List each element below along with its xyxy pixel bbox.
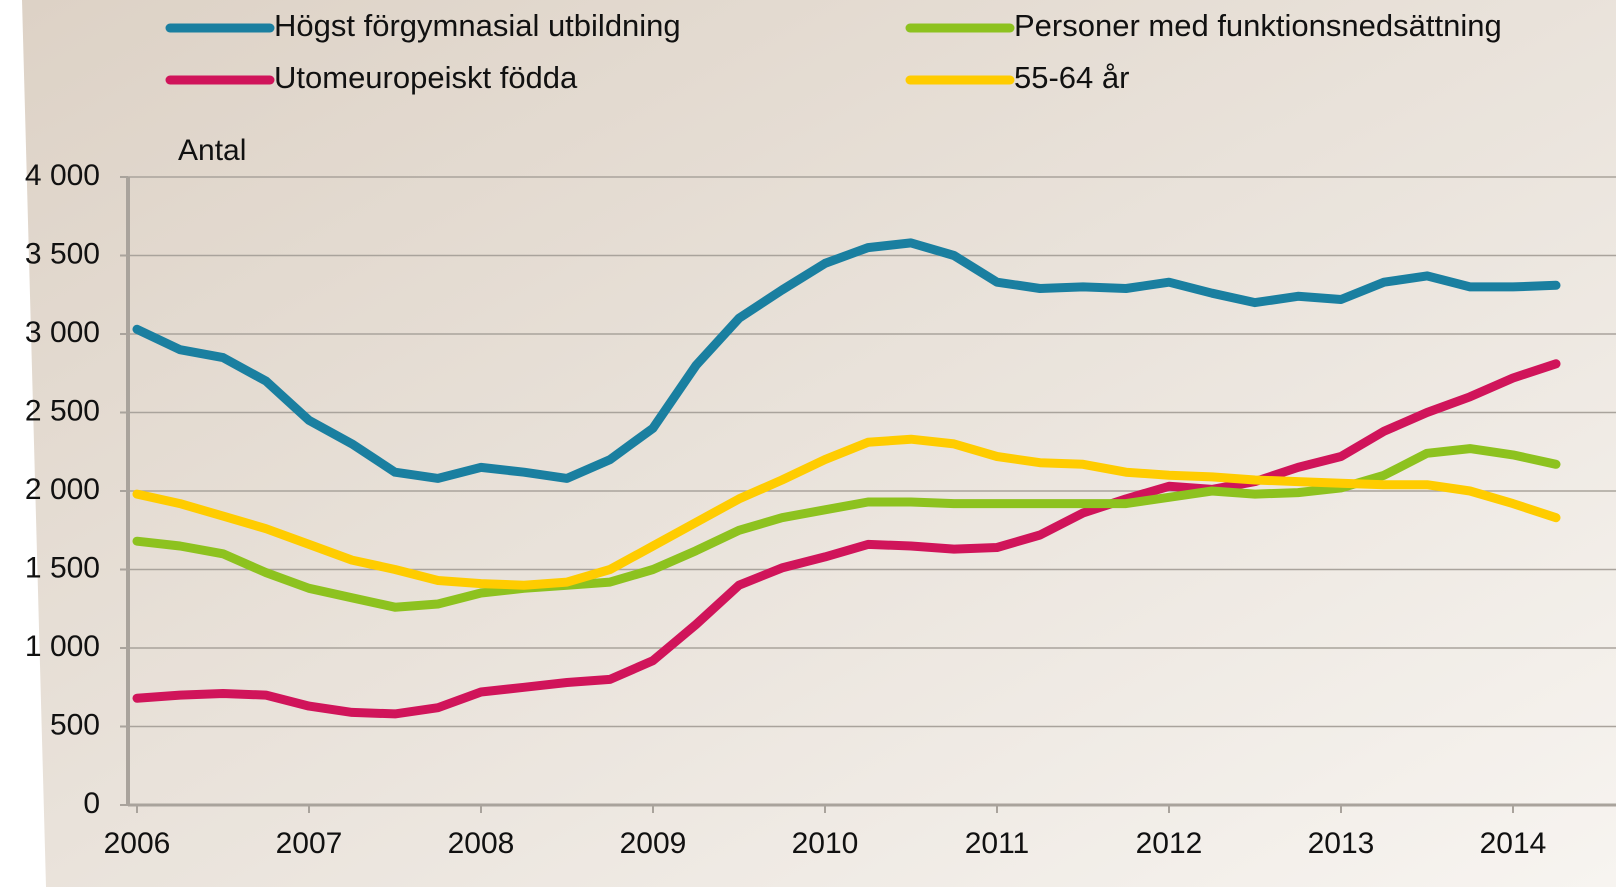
series-line: [132, 359, 1561, 719]
x-tick-label: 2009: [620, 827, 687, 860]
x-tick-label: 2007: [276, 827, 343, 860]
y-tick-label: 1 500: [25, 551, 100, 584]
legend-label: 55-64 år: [1014, 60, 1129, 95]
y-tick-label: 500: [50, 708, 100, 741]
y-tick-label: 3 500: [25, 237, 100, 270]
y-tick-label: 0: [83, 787, 100, 820]
background: [22, 0, 1616, 887]
x-tick-label: 2012: [1136, 827, 1203, 860]
series-line: [132, 444, 1561, 612]
series-line: [132, 238, 1561, 483]
legend-label: Högst förgymnasial utbildning: [274, 8, 681, 43]
y-tick-label: 2 500: [25, 394, 100, 427]
y-tick-label: 1 000: [25, 630, 100, 663]
series-line: [132, 434, 1561, 590]
y-axis-label: Antal: [178, 134, 246, 167]
x-tick-label: 2011: [965, 827, 1030, 860]
x-tick-label: 2014: [1480, 827, 1547, 860]
legend-label: Utomeuropeiskt födda: [274, 60, 578, 95]
x-tick-label: 2006: [104, 827, 171, 860]
legend-label: Personer med funktionsnedsättning: [1014, 8, 1502, 43]
y-tick-label: 3 000: [25, 316, 100, 349]
y-tick-label: 2 000: [25, 473, 100, 506]
y-tick-label: 4 000: [25, 159, 100, 192]
x-tick-label: 2010: [792, 827, 859, 860]
x-tick-label: 2008: [448, 827, 515, 860]
x-tick-label: 2013: [1308, 827, 1375, 860]
